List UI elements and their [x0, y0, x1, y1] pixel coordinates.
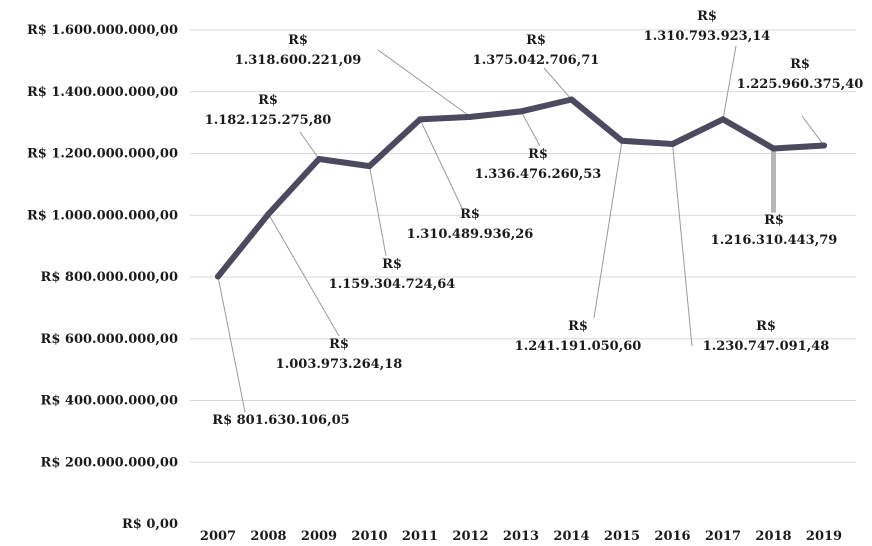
y-axis-tick-labels: R$ 0,00 R$ 200.000.000,00 R$ 400.000.000,0… [27, 23, 178, 532]
data-point [366, 163, 373, 170]
x-tick-label: 2011 [402, 529, 438, 544]
leader-line [217, 276, 246, 413]
data-label: R$ 1.225.960.375,40 [737, 57, 864, 92]
data-point [720, 116, 726, 123]
data-label: R$ 1.336.476.260,53 [475, 147, 602, 182]
data-point [467, 113, 474, 120]
leader-line [593, 140, 623, 319]
leader-line [520, 111, 541, 147]
y-tick-label: R$ 800.000.000,00 [41, 270, 178, 285]
x-tick-label: 2007 [200, 529, 236, 544]
y-tick-label: R$ 1.000.000.000,00 [27, 208, 178, 223]
data-label: R$ 1.182.125.275,80 [205, 93, 332, 128]
label-leader-lines [217, 45, 825, 413]
leader-line [268, 213, 340, 337]
x-axis-tick-labels: 2007 2008 2009 2010 2011 2012 2013 2014 2015 2016… [200, 529, 842, 544]
leader-line [299, 131, 320, 160]
y-tick-label: R$ 1.600.000.000,00 [27, 23, 178, 38]
x-tick-label: 2009 [301, 529, 337, 544]
data-point [669, 141, 676, 148]
x-tick-label: 2016 [654, 529, 690, 544]
data-point [821, 142, 827, 149]
data-point [770, 145, 777, 152]
leader-line [801, 115, 825, 146]
data-point [215, 273, 221, 280]
data-label: R$ 1.003.973.264,18 [276, 337, 403, 372]
data-labels: R$ 801.630.106,05 R$ 1.003.973.264,18 R$ 1.1… [205, 9, 864, 428]
leader-line [419, 119, 463, 209]
y-tick-label: R$ 600.000.000,00 [41, 332, 178, 347]
x-tick-label: 2013 [503, 529, 539, 544]
leader-line [369, 165, 387, 257]
series-layer [215, 96, 827, 280]
data-point [316, 156, 322, 163]
x-tick-label: 2014 [553, 529, 589, 544]
data-label: R$ 1.310.489.936,26 [407, 207, 534, 242]
y-tick-label: R$ 400.000.000,00 [41, 394, 178, 409]
y-tick-label: R$ 200.000.000,00 [41, 455, 178, 470]
x-tick-label: 2017 [705, 529, 741, 544]
x-tick-label: 2018 [755, 529, 791, 544]
y-tick-label: R$ 0,00 [122, 517, 178, 532]
data-label: R$ 1.310.793.923,14 [644, 9, 771, 44]
x-tick-label: 2015 [604, 529, 640, 544]
data-label: R$ 801.630.106,05 [212, 413, 349, 428]
data-label: R$ 1.318.600.221,09 [235, 33, 362, 68]
data-point [417, 116, 423, 123]
y-tick-label: R$ 1.400.000.000,00 [27, 85, 178, 100]
x-tick-label: 2012 [452, 529, 488, 544]
gridlines [190, 29, 856, 463]
data-label: R$ 1.241.191.050,60 [515, 319, 642, 354]
x-tick-label: 2019 [806, 529, 842, 544]
x-tick-label: 2008 [250, 529, 286, 544]
leader-line [377, 49, 471, 118]
data-label: R$ 1.230.747.091,48 [703, 319, 830, 354]
data-point [568, 96, 575, 103]
leader-line [722, 45, 737, 120]
data-label: R$ 1.375.042.706,71 [473, 33, 600, 68]
x-tick-label: 2010 [351, 529, 387, 544]
data-point [619, 137, 625, 144]
leader-line [543, 67, 572, 100]
data-label: R$ 1.159.304.724,64 [329, 257, 456, 292]
y-tick-label: R$ 1.200.000.000,00 [27, 147, 178, 162]
leader-line [672, 143, 693, 347]
data-label: R$ 1.216.310.443,79 [711, 213, 838, 248]
data-point [518, 108, 524, 115]
data-point [265, 211, 272, 218]
